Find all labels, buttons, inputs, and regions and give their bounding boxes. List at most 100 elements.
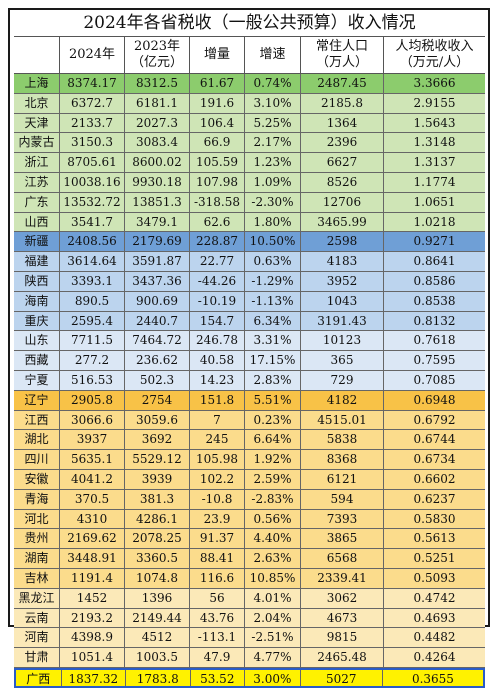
cell-per-capita: 1.1774: [383, 172, 485, 192]
cell-growth: 4.77%: [244, 648, 300, 667]
cell-per-capita: 0.8132: [383, 311, 485, 331]
cell-tax-2023: 3083.4: [124, 133, 189, 153]
cell-tax-2023: 3437.36: [124, 271, 189, 291]
cell-tax-2023: 6181.1: [124, 93, 189, 113]
cell-tax-2023: 4512: [124, 628, 189, 648]
cell-increase: 105.98: [189, 450, 244, 469]
header-growth: 增速: [244, 37, 300, 73]
cell-tax-2024: 3150.3: [59, 133, 124, 153]
cell-province: 福建: [24, 254, 49, 269]
cell-tax-2024: 2169.62: [59, 529, 124, 549]
cell-growth: -1.29%: [244, 271, 300, 291]
header-population: 常住人口 （万人）: [300, 37, 383, 73]
cell-increase: 154.7: [189, 311, 244, 331]
cell-per-capita: 0.7595: [383, 351, 485, 370]
cell-tax-2024: 8374.17: [59, 74, 124, 93]
cell-per-capita: 0.8586: [383, 271, 485, 291]
cell-growth: 0.63%: [244, 252, 300, 271]
cell-province: 海南: [24, 293, 49, 308]
cell-tax-2024: 2408.56: [59, 232, 124, 252]
cell-per-capita: 0.6744: [383, 430, 485, 450]
cell-tax-2024: 3066.6: [59, 410, 124, 430]
cell-increase: 66.9: [189, 133, 244, 153]
cell-tax-2024: 2595.4: [59, 311, 124, 331]
cell-province: 四川: [24, 452, 49, 467]
table-row: 天津 2133.7 2027.3 106.4 5.25% 1364 1.5643: [14, 113, 485, 134]
cell-population: 6121: [300, 469, 383, 489]
cell-province: 北京: [24, 95, 49, 110]
cell-population: 1364: [300, 113, 383, 133]
cell-increase: -44.26: [189, 271, 244, 291]
cell-population: 8368: [300, 450, 383, 469]
cell-growth: 6.64%: [244, 430, 300, 450]
cell-growth: 2.83%: [244, 370, 300, 390]
cell-tax-2024: 890.5: [59, 291, 124, 311]
cell-increase: 14.23: [189, 370, 244, 390]
cell-tax-2024: 3393.1: [59, 271, 124, 291]
cell-per-capita: 2.9155: [383, 93, 485, 113]
cell-increase: 43.76: [189, 608, 244, 628]
cell-tax-2023: 2440.7: [124, 311, 189, 331]
cell-province: 甘肃: [24, 650, 49, 665]
cell-province: 黑龙江: [18, 590, 55, 605]
cell-province: 天津: [24, 115, 49, 130]
cell-growth: 4.40%: [244, 529, 300, 549]
cell-province: 安徽: [24, 471, 49, 486]
cell-growth: 3.00%: [244, 669, 300, 686]
cell-tax-2023: 3591.87: [124, 252, 189, 271]
cell-population: 2487.45: [300, 74, 383, 93]
table-row: 西藏 277.2 236.62 40.58 17.15% 365 0.7595: [14, 351, 485, 371]
table-row: 浙江 8705.61 8600.02 105.59 1.23% 6627 1.3137: [14, 153, 485, 173]
cell-population: 9815: [300, 628, 383, 648]
cell-province: 青海: [24, 491, 49, 506]
cell-province: 河北: [24, 511, 49, 526]
table-header: 2024年 2023年 （亿元） 增量 增速 常住人口 （万人） 人均税收收入 （万元…: [14, 37, 485, 74]
cell-per-capita: 0.6602: [383, 469, 485, 489]
cell-tax-2024: 4398.9: [59, 628, 124, 648]
cell-growth: 10.50%: [244, 232, 300, 252]
cell-growth: -1.13%: [244, 291, 300, 311]
cell-per-capita: 1.3137: [383, 153, 485, 172]
table-row: 吉林 1191.4 1074.8 116.6 10.85% 2339.41 0.5093: [14, 568, 485, 589]
cell-growth: 1.92%: [244, 450, 300, 469]
cell-population: 7393: [300, 509, 383, 529]
cell-population: 365: [300, 351, 383, 370]
table-row: 黑龙江 1452 1396 56 4.01% 3062 0.4742: [14, 588, 485, 609]
cell-increase: -10.8: [189, 489, 244, 509]
cell-tax-2024: 1191.4: [59, 568, 124, 588]
cell-population: 4673: [300, 608, 383, 628]
cell-growth: 1.23%: [244, 153, 300, 172]
table-row: 内蒙古 3150.3 3083.4 66.9 2.17% 2396 1.3148: [14, 133, 485, 154]
cell-population: 6627: [300, 153, 383, 172]
cell-province: 西藏: [24, 353, 49, 368]
cell-growth: 1.09%: [244, 172, 300, 192]
cell-growth: -2.83%: [244, 489, 300, 509]
cell-increase: -10.19: [189, 291, 244, 311]
cell-increase: 246.78: [189, 331, 244, 351]
table-row: 四川 5635.1 5529.12 105.98 1.92% 8368 0.6734: [14, 450, 485, 470]
cell-growth: 17.15%: [244, 351, 300, 370]
cell-province: 山东: [24, 333, 49, 348]
cell-per-capita: 0.8641: [383, 252, 485, 271]
cell-population: 1043: [300, 291, 383, 311]
cell-tax-2024: 13532.72: [59, 192, 124, 212]
cell-growth: 2.04%: [244, 608, 300, 628]
cell-population: 6568: [300, 549, 383, 568]
table-row: 甘肃 1051.4 1003.5 47.9 4.77% 2465.48 0.4264: [14, 648, 485, 668]
cell-tax-2024: 277.2: [59, 351, 124, 370]
cell-population: 5838: [300, 430, 383, 450]
cell-growth: -2.51%: [244, 628, 300, 648]
cell-increase: 116.6: [189, 568, 244, 588]
cell-tax-2023: 5529.12: [124, 450, 189, 469]
cell-province: 河南: [24, 630, 49, 645]
table-row: 上海 8374.17 8312.5 61.67 0.74% 2487.45 3.3666: [14, 74, 485, 94]
cell-tax-2023: 8312.5: [124, 74, 189, 93]
cell-growth: 2.17%: [244, 133, 300, 153]
cell-population: 2185.8: [300, 93, 383, 113]
cell-increase: 228.87: [189, 232, 244, 252]
cell-population: 4515.01: [300, 410, 383, 430]
cell-tax-2023: 1003.5: [124, 648, 189, 667]
table-row: 山东 7711.5 7464.72 246.78 3.31% 10123 0.7618: [14, 331, 485, 352]
cell-tax-2024: 516.53: [59, 370, 124, 390]
table-row: 贵州 2169.62 2078.25 91.37 4.40% 3865 0.5613: [14, 529, 485, 550]
